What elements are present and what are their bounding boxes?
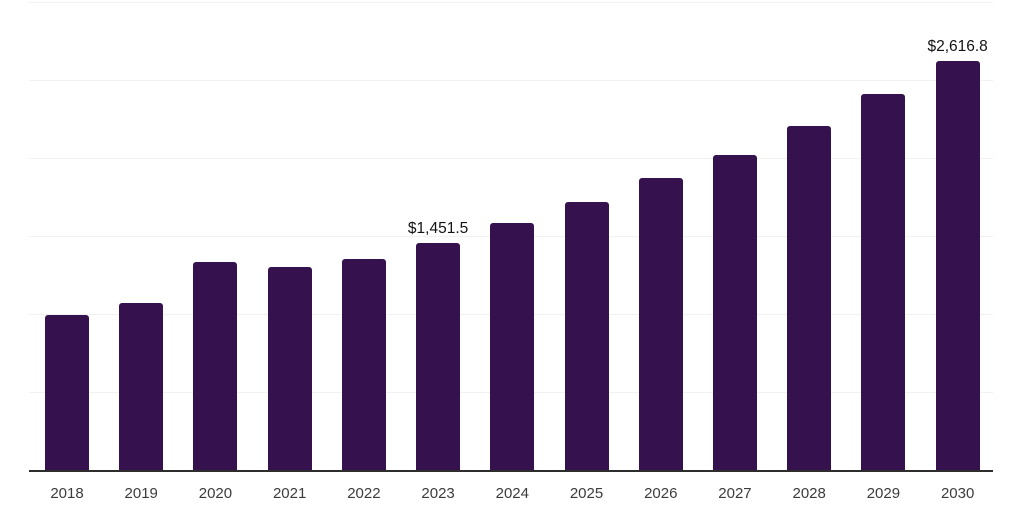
bar-2023 — [416, 243, 461, 470]
bar-2021 — [267, 266, 312, 470]
bar-2030 — [935, 61, 980, 470]
x-axis-label-2021: 2021 — [272, 485, 307, 502]
bar-value-label-2030: $2,616.8 — [927, 37, 988, 55]
x-axis-label-2025: 2025 — [569, 485, 604, 502]
x-axis-label-2030: 2030 — [940, 485, 975, 502]
x-axis-label-2024: 2024 — [495, 485, 529, 502]
x-axis-label-2028: 2028 — [792, 485, 826, 502]
bar-2022 — [341, 258, 386, 470]
bar-value-label-2023: $1,451.5 — [407, 219, 469, 237]
bar-2024 — [490, 223, 535, 470]
x-axis-label-2027: 2027 — [718, 485, 752, 502]
bar-2029 — [861, 94, 906, 470]
gridline — [29, 1, 993, 3]
x-axis-label-2023: 2023 — [421, 485, 455, 502]
x-axis-line — [29, 469, 993, 472]
x-axis-label-2029: 2029 — [866, 485, 901, 502]
bar-2026 — [638, 177, 683, 470]
x-axis-label-2019: 2019 — [124, 485, 158, 502]
bar-2019 — [119, 302, 164, 470]
bar-2025 — [564, 202, 609, 470]
gridline — [29, 157, 993, 159]
x-axis-label-2022: 2022 — [347, 485, 381, 502]
x-axis-label-2018: 2018 — [50, 485, 84, 502]
x-axis-label-2020: 2020 — [198, 485, 233, 502]
bar-2020 — [193, 261, 238, 470]
bar-2027 — [712, 154, 757, 470]
bar-2018 — [45, 315, 89, 470]
x-axis-label-2026: 2026 — [644, 485, 678, 502]
gridline — [29, 79, 993, 81]
bar-2028 — [787, 125, 832, 470]
